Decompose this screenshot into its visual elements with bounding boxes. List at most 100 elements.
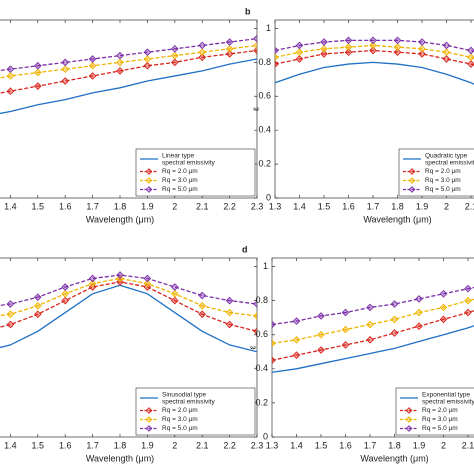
- y-tick-label: 0: [263, 431, 268, 441]
- y-tick-label: 0.4: [255, 363, 268, 373]
- marker: [320, 38, 328, 46]
- marker: [320, 50, 328, 58]
- marker: [225, 296, 234, 305]
- y-tick-label: 1: [266, 23, 271, 33]
- marker: [442, 41, 451, 50]
- marker: [418, 38, 426, 46]
- panel: 1.31.41.51.61.71.81.922.12.22.300.20.40.…: [245, 6, 474, 224]
- marker: [442, 55, 451, 63]
- marker: [61, 289, 70, 298]
- x-tick-label: 1.9: [413, 440, 426, 450]
- series-line: [275, 44, 474, 59]
- x-tick-label: 1.4: [290, 440, 303, 450]
- marker: [295, 55, 304, 63]
- legend: Linear type spectral emissivity Rq = 2.0 μ…: [135, 148, 256, 197]
- x-tick-label: 1.8: [388, 440, 401, 450]
- legend-label: Exponential type spectral emissivity: [422, 391, 474, 405]
- marker: [33, 293, 42, 302]
- marker: [369, 41, 377, 50]
- legend-box: [395, 387, 474, 436]
- marker: [292, 335, 301, 344]
- legend-label: Linear type spectral emissivity: [162, 152, 215, 166]
- marker: [33, 310, 42, 319]
- series-line: [0, 38, 257, 72]
- marker: [393, 43, 402, 51]
- x-tick-label: 1.5: [32, 440, 45, 450]
- x-tick-label: 1.7: [86, 440, 99, 450]
- x-tick-label: 1.5: [318, 201, 331, 211]
- marker: [88, 55, 97, 63]
- marker: [6, 320, 15, 329]
- legend-marker: [145, 186, 153, 193]
- marker: [33, 301, 42, 310]
- panel-label: d: [242, 244, 248, 254]
- marker: [198, 291, 207, 300]
- marker: [88, 72, 97, 80]
- y-axis-label: ε: [250, 107, 260, 111]
- marker: [253, 41, 257, 50]
- marker: [467, 53, 474, 62]
- marker: [390, 315, 399, 324]
- marker: [225, 308, 234, 317]
- marker: [439, 303, 448, 312]
- legend-marker: [405, 425, 413, 432]
- marker: [369, 46, 377, 55]
- x-tick-label: 2: [444, 201, 449, 211]
- x-tick-label: 1.3: [266, 440, 279, 450]
- series-line: [0, 274, 257, 306]
- marker: [275, 46, 279, 55]
- marker: [61, 58, 70, 67]
- legend-label: Rq = 2.0 μm: [422, 407, 458, 414]
- marker: [6, 87, 15, 96]
- x-tick-label: 2.1: [196, 440, 209, 450]
- marker: [418, 44, 426, 53]
- y-tick-label: 0.8: [255, 295, 268, 305]
- x-tick-label: 1.7: [86, 201, 99, 211]
- plot-area: [0, 271, 257, 353]
- marker: [198, 310, 207, 319]
- marker: [366, 320, 374, 329]
- marker: [143, 55, 152, 63]
- marker: [88, 274, 97, 283]
- marker: [198, 48, 207, 57]
- marker: [253, 34, 257, 43]
- legend-label: Rq = 2.0 μm: [162, 407, 198, 414]
- marker: [170, 58, 179, 67]
- legend-box: [135, 148, 256, 197]
- x-tick-label: 1.8: [391, 201, 404, 211]
- marker: [344, 48, 353, 57]
- x-tick-label: 1.6: [59, 440, 72, 450]
- marker: [393, 48, 402, 57]
- marker: [366, 303, 374, 312]
- x-tick-label: 1.4: [4, 440, 17, 450]
- marker: [439, 289, 448, 298]
- legend-marker: [408, 177, 416, 184]
- x-tick-label: 2.3: [251, 440, 264, 450]
- marker: [467, 46, 474, 55]
- marker: [170, 296, 179, 305]
- marker: [418, 50, 426, 58]
- marker: [415, 295, 423, 303]
- x-tick-label: 2.2: [223, 201, 236, 211]
- marker: [170, 51, 179, 60]
- legend-label: Rq = 3.0 μm: [162, 177, 198, 184]
- marker: [390, 300, 399, 308]
- marker: [415, 322, 423, 331]
- x-tick-label: 2.2: [223, 440, 236, 450]
- series-line: [272, 325, 474, 373]
- x-tick-label: 1.9: [416, 201, 429, 211]
- marker: [225, 50, 234, 58]
- x-tick-label: 2.1: [465, 201, 474, 211]
- marker: [341, 341, 350, 349]
- marker: [225, 38, 234, 46]
- marker: [33, 68, 42, 77]
- marker: [61, 65, 70, 73]
- x-tick-label: 1.6: [59, 201, 72, 211]
- marker: [272, 356, 276, 365]
- x-tick-label: 1.9: [141, 201, 154, 211]
- marker: [225, 44, 234, 53]
- legend-marker: [408, 168, 416, 175]
- marker: [33, 82, 42, 90]
- y-tick-label: 0.8: [258, 57, 271, 67]
